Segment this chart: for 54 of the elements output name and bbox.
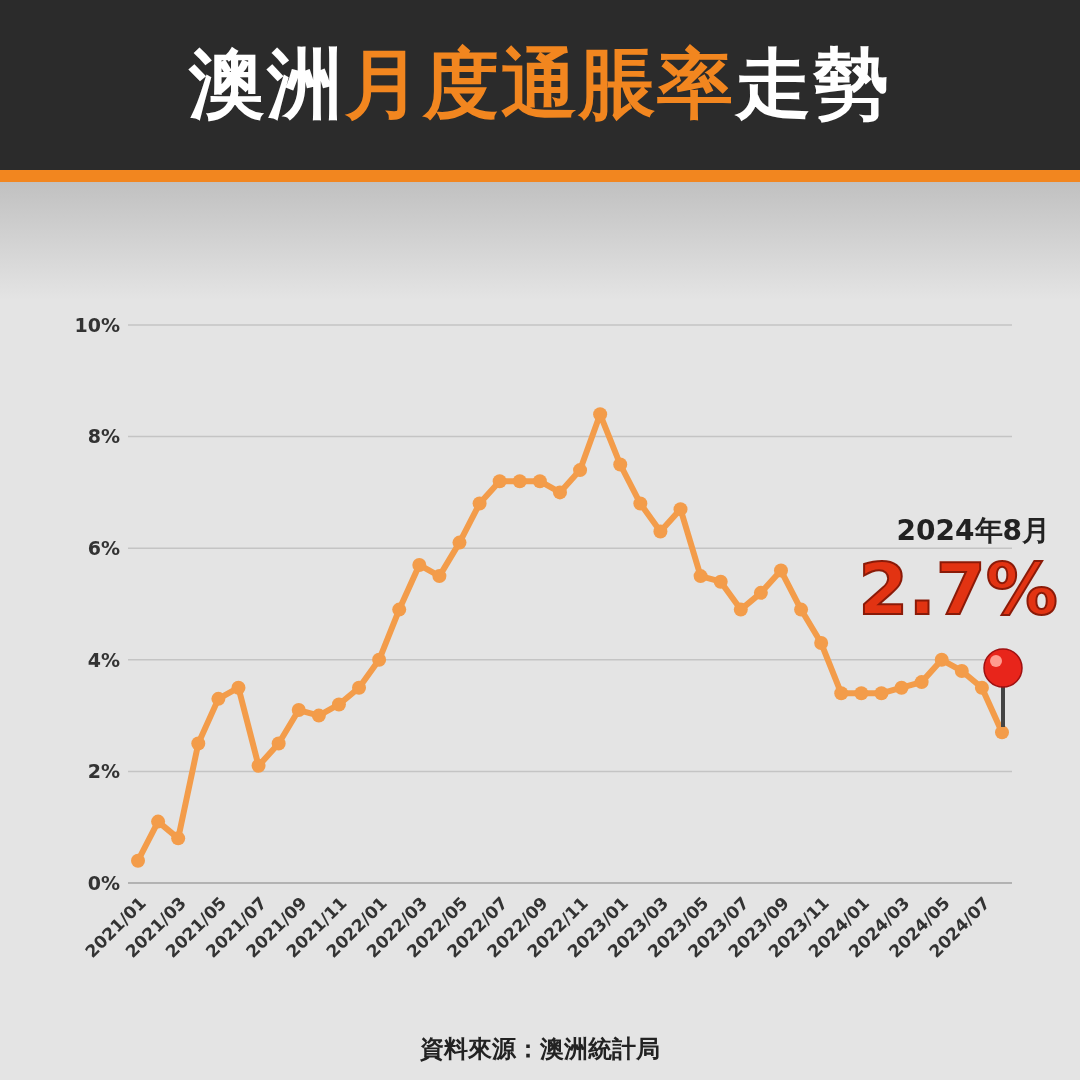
point <box>412 557 427 572</box>
point <box>673 502 688 517</box>
point <box>593 407 608 422</box>
point <box>733 602 748 617</box>
y-tick-label: 0% <box>87 871 120 894</box>
point <box>653 524 668 539</box>
point <box>995 725 1009 740</box>
point <box>171 831 186 846</box>
point <box>331 697 346 712</box>
point <box>552 485 567 500</box>
annotation: 2.7% <box>858 547 1058 632</box>
point <box>713 574 728 589</box>
point <box>894 680 909 695</box>
point <box>934 652 949 667</box>
point <box>352 680 367 695</box>
point <box>974 680 989 695</box>
point <box>231 680 246 695</box>
point <box>753 585 768 600</box>
source-note: 資料來源：澳洲統計局 <box>419 1034 661 1065</box>
point <box>131 853 145 868</box>
point <box>914 675 929 690</box>
point <box>954 663 969 678</box>
point <box>512 474 527 489</box>
point <box>211 691 226 706</box>
point <box>392 602 407 617</box>
y-tick-label: 2% <box>87 760 120 783</box>
y-tick-label: 4% <box>87 648 120 671</box>
point <box>814 636 829 651</box>
point <box>613 457 628 472</box>
point <box>834 686 849 701</box>
point <box>151 814 166 829</box>
point <box>633 496 648 511</box>
point <box>794 602 809 617</box>
point <box>693 569 708 584</box>
annotation: 2024年8月 <box>896 513 1050 550</box>
y-tick-label: 10% <box>74 313 120 336</box>
y-tick-label: 8% <box>87 425 120 448</box>
point <box>372 652 387 667</box>
point <box>191 736 206 751</box>
chart-title: 澳洲月度通脹率走勢 <box>189 38 891 128</box>
point <box>532 474 547 489</box>
point <box>452 535 467 550</box>
point <box>854 686 869 701</box>
point <box>492 474 507 489</box>
point <box>773 563 788 578</box>
y-tick-label: 6% <box>87 536 120 559</box>
point <box>874 686 889 701</box>
point <box>311 708 326 723</box>
point <box>271 736 286 751</box>
point <box>291 703 306 718</box>
point <box>472 496 487 511</box>
point <box>432 569 447 584</box>
point <box>251 758 266 773</box>
point <box>573 463 588 478</box>
